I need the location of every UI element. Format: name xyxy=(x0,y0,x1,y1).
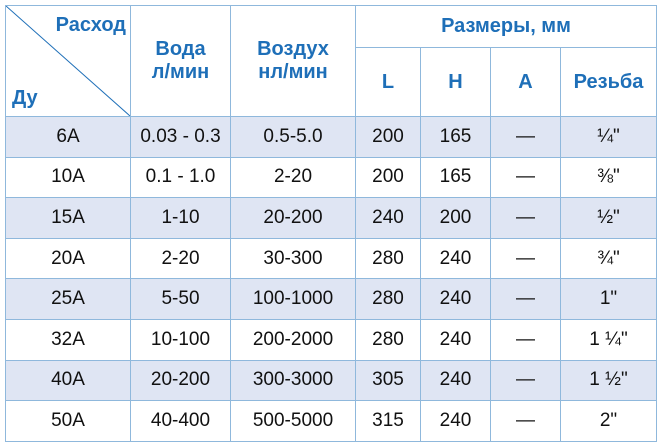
air-cell: 30-300 xyxy=(230,237,356,280)
a-cell: — xyxy=(490,197,561,239)
a-cell: — xyxy=(490,156,561,199)
l-cell: 280 xyxy=(355,237,421,280)
air-cell: 2-20 xyxy=(230,156,356,199)
air-cell: 100-1000 xyxy=(230,278,356,320)
corner-header: Расход Ду xyxy=(5,5,131,117)
thread-cell: ¾" xyxy=(560,237,657,280)
table-row: 50A 40-400 500-5000 315 240—2" xyxy=(5,400,657,442)
water-cell: 0.03 - 0.3 xyxy=(130,116,231,158)
thread-cell: 2" xyxy=(560,400,657,442)
water-cell: 10-100 xyxy=(130,318,231,361)
dn-cell: 25A xyxy=(5,278,131,320)
h-cell: 240 xyxy=(420,318,491,361)
l-cell: 200 xyxy=(355,116,421,158)
dn-cell: 10A xyxy=(5,156,131,199)
table-row: 32A 10-100 200-2000 280 240—1 ¼" xyxy=(5,318,657,361)
thread-cell: ¼" xyxy=(560,116,657,158)
dimensions-header: Размеры, мм xyxy=(355,5,657,48)
dn-cell: 40A xyxy=(5,359,131,402)
l-header: L xyxy=(355,47,421,117)
dn-cell: 32A xyxy=(5,318,131,361)
water-header: Вода л/мин xyxy=(130,5,231,117)
table-row: 20A 2-20 30-300 280 240— ¾" xyxy=(5,237,657,280)
a-cell: — xyxy=(490,318,561,361)
air-header: Воздух нл/мин xyxy=(230,5,356,117)
a-cell: — xyxy=(490,400,561,442)
table-row: 10A 0.1 - 1.0 2-20 200 165— ⅜" xyxy=(5,156,657,199)
l-cell: 280 xyxy=(355,278,421,320)
flow-label: Расход xyxy=(55,14,126,36)
thread-cell: 1 ¼" xyxy=(560,318,657,361)
water-cell: 5-50 xyxy=(130,278,231,320)
water-cell: 20-200 xyxy=(130,359,231,402)
table-row: 6A 0.03 - 0.3 0.5-5.0 200 165— ¼" xyxy=(5,116,657,158)
h-cell: 240 xyxy=(420,278,491,320)
dn-cell: 6A xyxy=(5,116,131,158)
thread-cell: 1" xyxy=(560,278,657,320)
h-cell: 165 xyxy=(420,156,491,199)
water-cell: 1-10 xyxy=(130,197,231,239)
air-cell: 500-5000 xyxy=(230,400,356,442)
specs-table: Расход Ду Вода л/мин Воздух нл/мин Размеры… xyxy=(5,5,657,442)
table-row: 40A 20-200 300-3000 305 240—1 ½" xyxy=(5,359,657,402)
a-cell: — xyxy=(490,116,561,158)
a-cell: — xyxy=(490,359,561,402)
a-cell: — xyxy=(490,237,561,280)
water-cell: 2-20 xyxy=(130,237,231,280)
air-cell: 20-200 xyxy=(230,197,356,239)
thread-cell: 1 ½" xyxy=(560,359,657,402)
dn-label: Ду xyxy=(12,87,38,109)
l-cell: 240 xyxy=(355,197,421,239)
a-cell: — xyxy=(490,278,561,320)
l-cell: 315 xyxy=(355,400,421,442)
water-cell: 40-400 xyxy=(130,400,231,442)
table-row: 15A 1-10 20-200 240 200— ½" xyxy=(5,197,657,239)
l-cell: 305 xyxy=(355,359,421,402)
thread-cell: ⅜" xyxy=(560,156,657,199)
h-cell: 165 xyxy=(420,116,491,158)
air-cell: 200-2000 xyxy=(230,318,356,361)
dn-cell: 50A xyxy=(5,400,131,442)
air-cell: 0.5-5.0 xyxy=(230,116,356,158)
air-cell: 300-3000 xyxy=(230,359,356,402)
thread-cell: ½" xyxy=(560,197,657,239)
dn-cell: 15A xyxy=(5,197,131,239)
l-cell: 280 xyxy=(355,318,421,361)
l-cell: 200 xyxy=(355,156,421,199)
table-row: 25A 5-50 100-1000 280 240—1" xyxy=(5,278,657,320)
h-cell: 200 xyxy=(420,197,491,239)
h-cell: 240 xyxy=(420,359,491,402)
h-cell: 240 xyxy=(420,237,491,280)
h-cell: 240 xyxy=(420,400,491,442)
dn-cell: 20A xyxy=(5,237,131,280)
a-header: A xyxy=(490,47,561,117)
thread-header: Резьба xyxy=(560,47,657,117)
h-header: H xyxy=(420,47,491,117)
water-cell: 0.1 - 1.0 xyxy=(130,156,231,199)
